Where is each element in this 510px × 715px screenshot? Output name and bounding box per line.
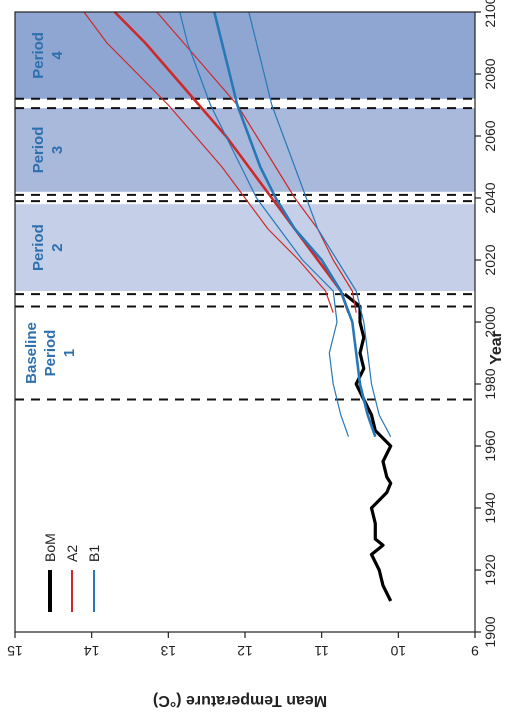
- x-tick-labels: 1900 1920 1940 1960 1980 2000 2020 2040 2060 2080…: [482, 0, 498, 648]
- period-band-3: [15, 108, 475, 192]
- x-axis-title: Year: [488, 331, 505, 365]
- year-label-2080: 2080: [482, 58, 498, 89]
- temp-label-13: 13: [160, 643, 176, 659]
- period-bands: [15, 12, 475, 291]
- period-4-label-line-2: 4: [49, 51, 66, 60]
- series-line-b1: [213, 11, 377, 438]
- year-label-2100: 2100: [482, 0, 498, 28]
- period-1-label-line-1: Baseline: [23, 322, 40, 384]
- axis-ticks: [14, 11, 481, 638]
- y-tick-labels: 9 10 11 12 13 14 15: [7, 643, 479, 659]
- year-label-1940: 1940: [482, 492, 498, 523]
- year-label-2020: 2020: [482, 244, 498, 275]
- temp-label-14: 14: [84, 643, 100, 659]
- series-lines: [83, 11, 393, 602]
- period-4-label-line-1: Period: [30, 32, 47, 79]
- year-label-2040: 2040: [482, 182, 498, 213]
- temp-label-9: 9: [471, 643, 479, 659]
- year-label-1920: 1920: [482, 554, 498, 585]
- legend-label-bom: BoM: [42, 533, 58, 562]
- year-label-1960: 1960: [482, 430, 498, 461]
- period-2-label-line-1: Period: [30, 224, 47, 271]
- temp-label-12: 12: [237, 643, 253, 659]
- year-label-1980: 1980: [482, 368, 498, 399]
- year-label-1900: 1900: [482, 616, 498, 647]
- legend: BoM A2 B1: [42, 533, 102, 612]
- temp-label-11: 11: [314, 643, 329, 659]
- period-dashed-lines: [15, 97, 475, 401]
- period-1-label-line-2: Period: [42, 330, 59, 377]
- series-line-a2-lower: [156, 11, 357, 313]
- series-line-bom: [343, 292, 393, 602]
- year-label-2060: 2060: [482, 120, 498, 151]
- series-line-a2: [113, 11, 350, 314]
- year-label-2000: 2000: [482, 306, 498, 337]
- period-3-label-line-1: Period: [30, 127, 47, 174]
- temp-label-15: 15: [7, 643, 23, 659]
- period-band-4: [15, 12, 475, 99]
- series-line-a2-upper: [83, 11, 334, 313]
- temp-label-10: 10: [390, 643, 406, 659]
- period-2-label-line-2: 2: [49, 243, 66, 251]
- period-band-2: [15, 204, 475, 291]
- legend-label-a2: A2: [64, 545, 80, 562]
- legend-label-b1: B1: [86, 545, 102, 562]
- plot-frame: [14, 11, 476, 633]
- period-3-label-line-2: 3: [49, 146, 66, 154]
- y-axis-title: Mean Temperature (°C): [153, 692, 327, 709]
- period-1-label-line-3: 1: [61, 349, 78, 357]
- series-line-b1-upper: [179, 11, 350, 437]
- series-line-b1-lower: [248, 11, 392, 437]
